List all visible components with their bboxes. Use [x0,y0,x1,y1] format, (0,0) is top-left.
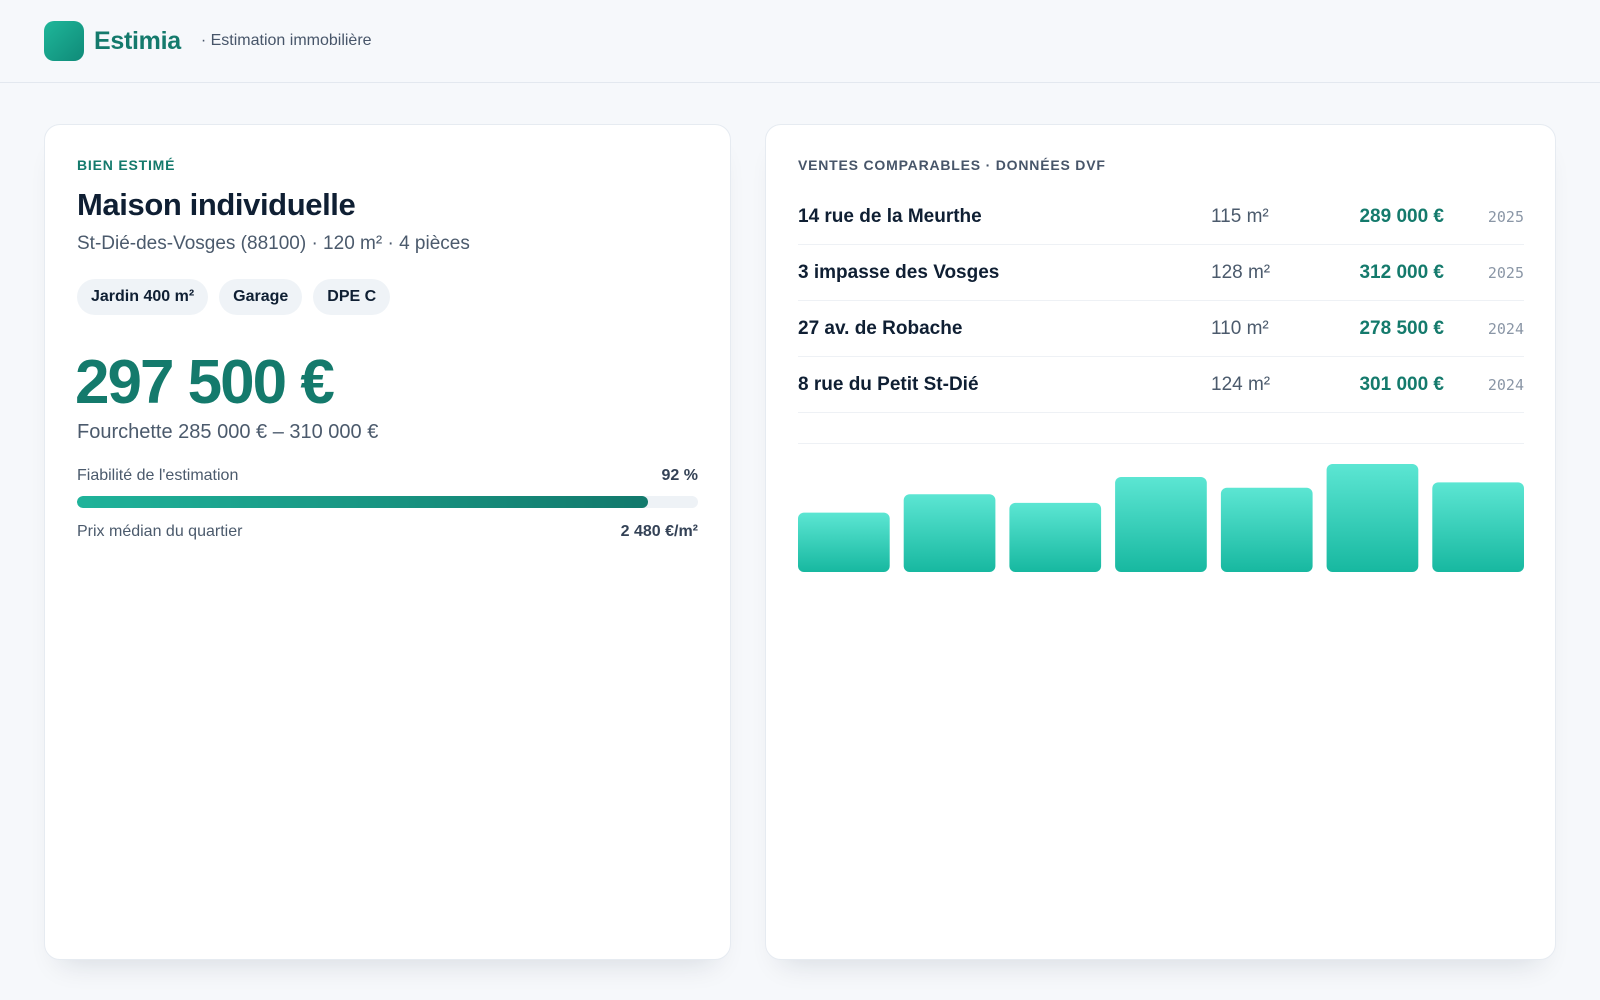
comparable-year: 2024 [1487,319,1524,338]
tag-dpe: DPE C [313,279,391,315]
comparable-surface: 115 m² [1211,205,1269,227]
estimated-price: 297 500 € [75,348,335,417]
comparable-year: 2025 [1487,207,1524,226]
chart-bar [798,512,890,572]
tag-garage: Garage [219,279,303,315]
median-row: Prix médian du quartier 2 480 €/m² [77,523,698,541]
chart-bar [903,494,996,572]
chart-bar [1432,482,1524,572]
top-bar: Estimia · Estimation immobilière [0,0,1600,83]
comparable-surface: 124 m² [1211,373,1271,395]
chart-bar [1326,464,1419,572]
estimate-eyebrow: BIEN ESTIMÉ [77,157,176,173]
property-title: Maison individuelle [77,187,356,222]
comparable-year: 2024 [1487,375,1524,394]
comparable-row[interactable]: 8 rue du Petit St-Dié 124 m² 301 000 € 2… [798,357,1524,413]
price-range: Fourchette 285 000 € – 310 000 € [77,421,379,443]
chart-bar [1009,502,1102,572]
comparable-year: 2025 [1487,263,1524,282]
comparables-list: 14 rue de la Meurthe 115 m² 289 000 € 20… [798,189,1524,413]
comparable-address: 27 av. de Robache [798,317,963,339]
comparable-row[interactable]: 27 av. de Robache 110 m² 278 500 € 2024 [798,301,1524,357]
brand-name[interactable]: Estimia [94,26,181,55]
estimate-card: BIEN ESTIMÉ Maison individuelle St-Dié-d… [44,124,731,960]
median-label: Prix médian du quartier [77,523,243,540]
comparable-address: 3 impasse des Vosges [798,261,1000,283]
comparable-address: 8 rue du Petit St-Dié [798,373,979,395]
chart-bar [1115,477,1207,572]
logo-icon[interactable] [44,21,84,61]
comparable-price: 278 500 € [1359,317,1444,339]
comparable-price: 312 000 € [1359,261,1444,283]
feature-tags: Jardin 400 m² Garage DPE C [77,279,391,315]
tag-garden: Jardin 400 m² [77,279,209,315]
comparables-eyebrow: VENTES COMPARABLES · DONNÉES DVF [798,157,1106,173]
comparable-row[interactable]: 3 impasse des Vosges 128 m² 312 000 € 20… [798,245,1524,301]
chart-divider [798,443,1524,444]
reliability-value: 92 % [661,467,698,484]
comparable-surface: 128 m² [1211,261,1271,283]
median-value: 2 480 €/m² [620,523,698,540]
chart-bar [1220,487,1313,572]
reliability-label: Fiabilité de l'estimation [77,467,239,484]
price-bar-chart [798,464,1524,572]
comparable-address: 14 rue de la Meurthe [798,205,982,227]
comparables-card: VENTES COMPARABLES · DONNÉES DVF 14 rue … [765,124,1556,960]
reliability-row: Fiabilité de l'estimation 92 % [77,467,698,485]
property-subtitle: St-Dié-des-Vosges (88100) · 120 m² · 4 p… [77,233,470,254]
tagline: · Estimation immobilière [200,32,372,49]
reliability-bar-fill [77,496,649,508]
comparable-row[interactable]: 14 rue de la Meurthe 115 m² 289 000 € 20… [798,189,1524,245]
reliability-bar [77,496,698,508]
comparable-price: 301 000 € [1359,373,1444,395]
comparable-surface: 110 m² [1211,317,1269,339]
comparable-price: 289 000 € [1359,205,1444,227]
